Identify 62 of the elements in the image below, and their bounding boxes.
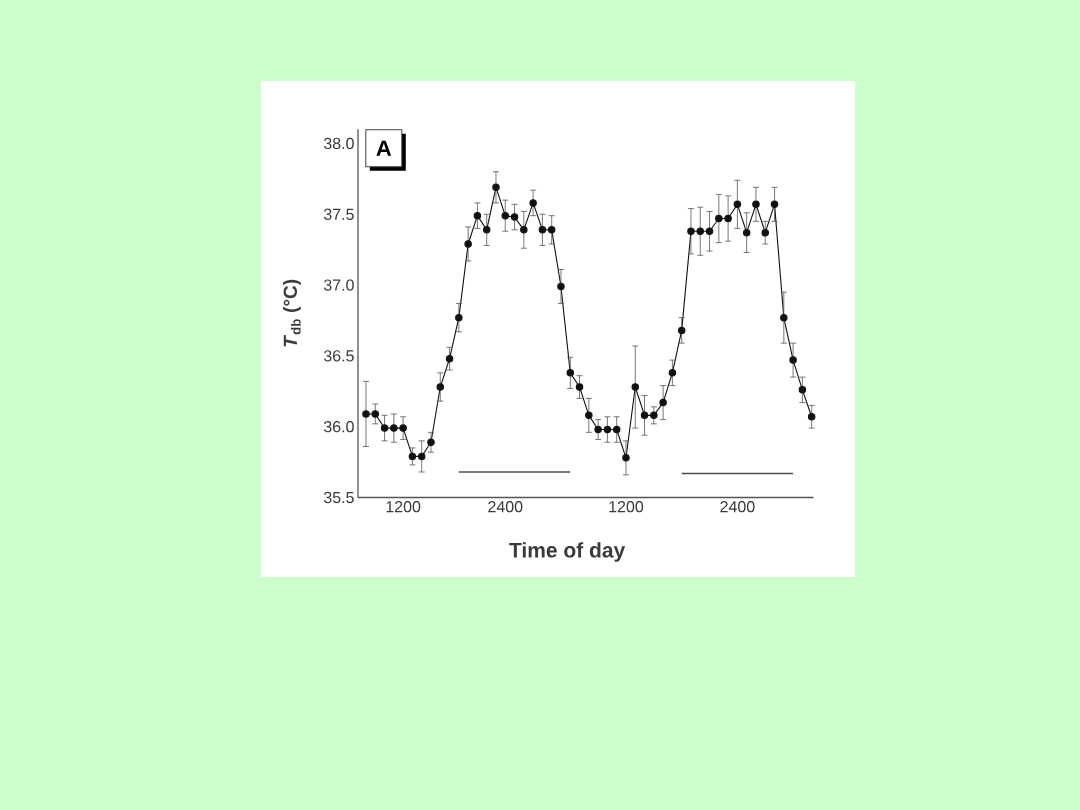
x-tick-label: 1200 [386, 501, 421, 513]
x-axis-title: Time of day [509, 542, 626, 562]
point [520, 226, 528, 234]
point [538, 226, 547, 234]
point [492, 183, 500, 192]
point [724, 214, 732, 223]
point [733, 200, 742, 209]
point [362, 410, 370, 418]
y-tick-label: 36.0 [323, 421, 354, 433]
x-tick-label: 1200 [609, 501, 644, 513]
point [501, 211, 510, 220]
y-axis-title: T$_{db}$ (°C) [283, 279, 301, 347]
point [687, 227, 695, 235]
point [761, 228, 769, 237]
point [427, 438, 435, 446]
point [547, 226, 556, 234]
point [715, 214, 723, 223]
point [603, 425, 612, 434]
point [742, 228, 751, 237]
point [575, 383, 584, 391]
point [705, 227, 714, 235]
y-tick-label: 37.0 [323, 279, 354, 291]
point [445, 354, 454, 363]
point [417, 452, 426, 461]
point [770, 200, 779, 209]
point [408, 452, 417, 461]
point [380, 424, 389, 432]
point [752, 200, 760, 209]
point [482, 226, 491, 234]
y-tick-label: 38.0 [323, 137, 354, 150]
point [622, 454, 630, 462]
point [677, 326, 686, 335]
point [789, 356, 797, 364]
point [798, 386, 807, 394]
point [464, 240, 472, 248]
x-tick-label: 2400 [720, 501, 755, 513]
point [529, 199, 537, 207]
point [510, 213, 519, 221]
point [399, 424, 407, 432]
point [696, 227, 704, 235]
x-tick-label: 2400 [488, 501, 523, 513]
point [631, 383, 640, 391]
point [650, 411, 658, 420]
y-tick-label: 37.5 [323, 208, 354, 220]
y-tick-label: 35.5 [323, 491, 354, 504]
point [371, 410, 380, 418]
point [659, 398, 667, 407]
point [640, 411, 649, 420]
point [594, 425, 602, 434]
point [436, 383, 445, 391]
point [566, 369, 575, 377]
point [780, 313, 788, 322]
annotation: A [376, 140, 392, 156]
point [473, 211, 482, 220]
point [455, 313, 463, 322]
point [612, 425, 621, 434]
point [807, 413, 816, 421]
point [585, 411, 593, 420]
y-tick-label: 36.5 [323, 350, 354, 362]
point [668, 369, 677, 377]
point [390, 424, 398, 432]
point [557, 282, 565, 291]
